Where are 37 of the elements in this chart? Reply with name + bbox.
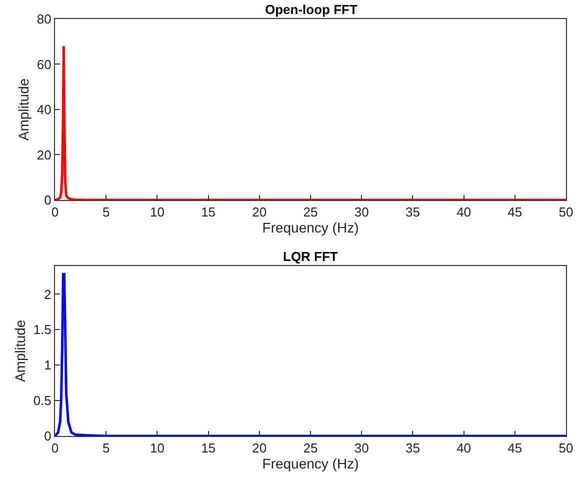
y-tick-label: 2 bbox=[44, 286, 52, 302]
x-tick-label: 25 bbox=[303, 440, 318, 456]
x-tick-label: 20 bbox=[252, 204, 267, 220]
line-series bbox=[55, 44, 566, 200]
y-tick-label: 80 bbox=[36, 12, 52, 27]
x-tick-label: 45 bbox=[508, 440, 522, 456]
x-tick-label: 20 bbox=[252, 440, 267, 456]
x-tick-label: 25 bbox=[303, 204, 318, 220]
y-axis-title: Amplitude bbox=[12, 320, 28, 382]
x-tick-label: 50 bbox=[558, 440, 574, 456]
x-tick-label: 30 bbox=[354, 440, 369, 456]
y-tick-label: 20 bbox=[36, 147, 52, 162]
x-axis-title: Frequency (Hz) bbox=[262, 456, 359, 472]
y-tick-label: 1.5 bbox=[33, 322, 52, 338]
chart-title: Open-loop FFT bbox=[265, 2, 358, 17]
x-tick-label: 40 bbox=[456, 440, 472, 456]
x-tick-label: 45 bbox=[508, 204, 522, 220]
x-tick-label: 15 bbox=[201, 440, 216, 456]
x-tick-label: 5 bbox=[102, 204, 110, 220]
x-tick-label: 15 bbox=[201, 204, 216, 220]
x-tick-label: 30 bbox=[354, 204, 369, 220]
x-tick-label: 50 bbox=[558, 204, 574, 220]
x-tick-label: 35 bbox=[405, 440, 420, 456]
y-tick-label: 1 bbox=[44, 358, 52, 373]
y-tick-label: 0.5 bbox=[33, 393, 52, 408]
x-tick-label: 10 bbox=[150, 204, 164, 220]
x-tick-label: 35 bbox=[405, 204, 420, 220]
x-tick-label: 10 bbox=[150, 440, 164, 456]
y-axis-title: Amplitude bbox=[16, 78, 32, 141]
y-tick-label: 0 bbox=[44, 428, 52, 444]
y-tick-label: 60 bbox=[36, 56, 52, 72]
x-tick-label: 40 bbox=[456, 204, 472, 220]
chart-title: LQR FFT bbox=[283, 249, 338, 264]
y-tick-label: 0 bbox=[44, 192, 52, 208]
x-axis-title: Frequency (Hz) bbox=[262, 220, 359, 236]
x-tick-label: 5 bbox=[102, 440, 110, 456]
y-tick-label: 40 bbox=[36, 102, 52, 118]
